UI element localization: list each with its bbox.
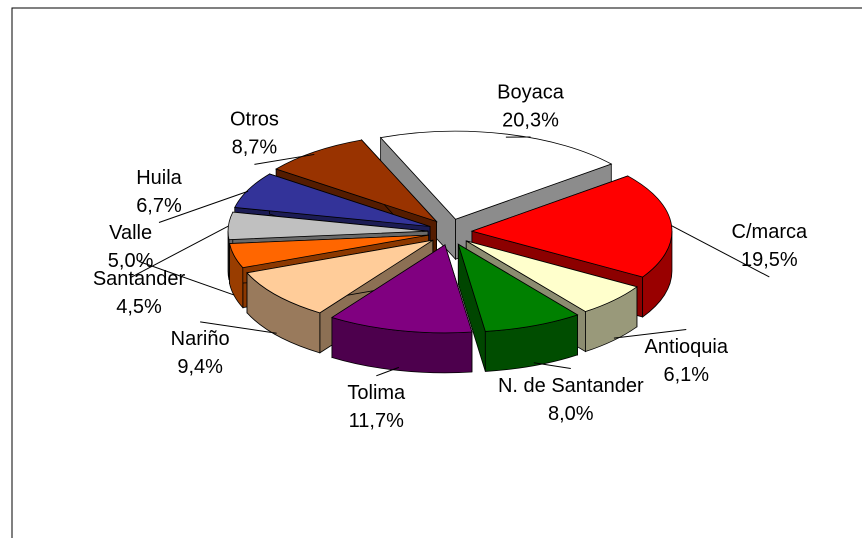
- slice-value-label: 11,7%: [349, 410, 404, 432]
- leader-line: [533, 362, 571, 370]
- slice-top: [275, 139, 438, 223]
- slice-top: [331, 244, 473, 334]
- slice-value-label: 6,1%: [663, 364, 709, 386]
- slice-label: Tolima: [347, 382, 406, 404]
- slice: [331, 244, 473, 374]
- slice-top: [246, 239, 434, 314]
- slice-label: C/marca: [732, 221, 808, 243]
- slice-value-label: 5,0%: [108, 250, 154, 272]
- slice-top: [227, 211, 429, 241]
- slice-label: Otros: [230, 109, 279, 131]
- leader-line: [613, 329, 687, 339]
- slice-top: [234, 173, 431, 227]
- slice-label: Antioquia: [645, 336, 729, 358]
- leader-line: [671, 225, 770, 278]
- leader-line: [130, 225, 229, 278]
- slice-label: Huila: [136, 167, 182, 189]
- slice-value-label: 8,0%: [548, 403, 594, 425]
- slice-label: N. de Santander: [498, 375, 644, 397]
- leader-line: [376, 366, 400, 377]
- slice-top: [379, 130, 613, 220]
- slice-value-label: 19,5%: [741, 249, 798, 271]
- slice-label: Santander: [93, 268, 186, 290]
- leader-line: [138, 261, 235, 296]
- slice-label: Nariño: [171, 328, 230, 350]
- slice-value-label: 6,7%: [136, 195, 182, 217]
- leader-line: [254, 153, 315, 165]
- slice-label: Boyaca: [497, 81, 565, 103]
- slice-top: [457, 243, 579, 332]
- slice: [457, 243, 579, 372]
- slice-value-label: 20,3%: [502, 109, 559, 131]
- slice-value-label: 9,4%: [177, 356, 223, 378]
- leader-line: [200, 321, 277, 334]
- slice-value-label: 4,5%: [116, 296, 162, 318]
- slice-label: Valle: [109, 222, 152, 244]
- slice-top: [229, 234, 429, 269]
- chart-frame: [11, 7, 862, 538]
- leader-line: [158, 190, 249, 224]
- slice-top: [470, 175, 673, 278]
- slice-value-label: 8,7%: [232, 137, 278, 159]
- slice-top: [466, 240, 638, 312]
